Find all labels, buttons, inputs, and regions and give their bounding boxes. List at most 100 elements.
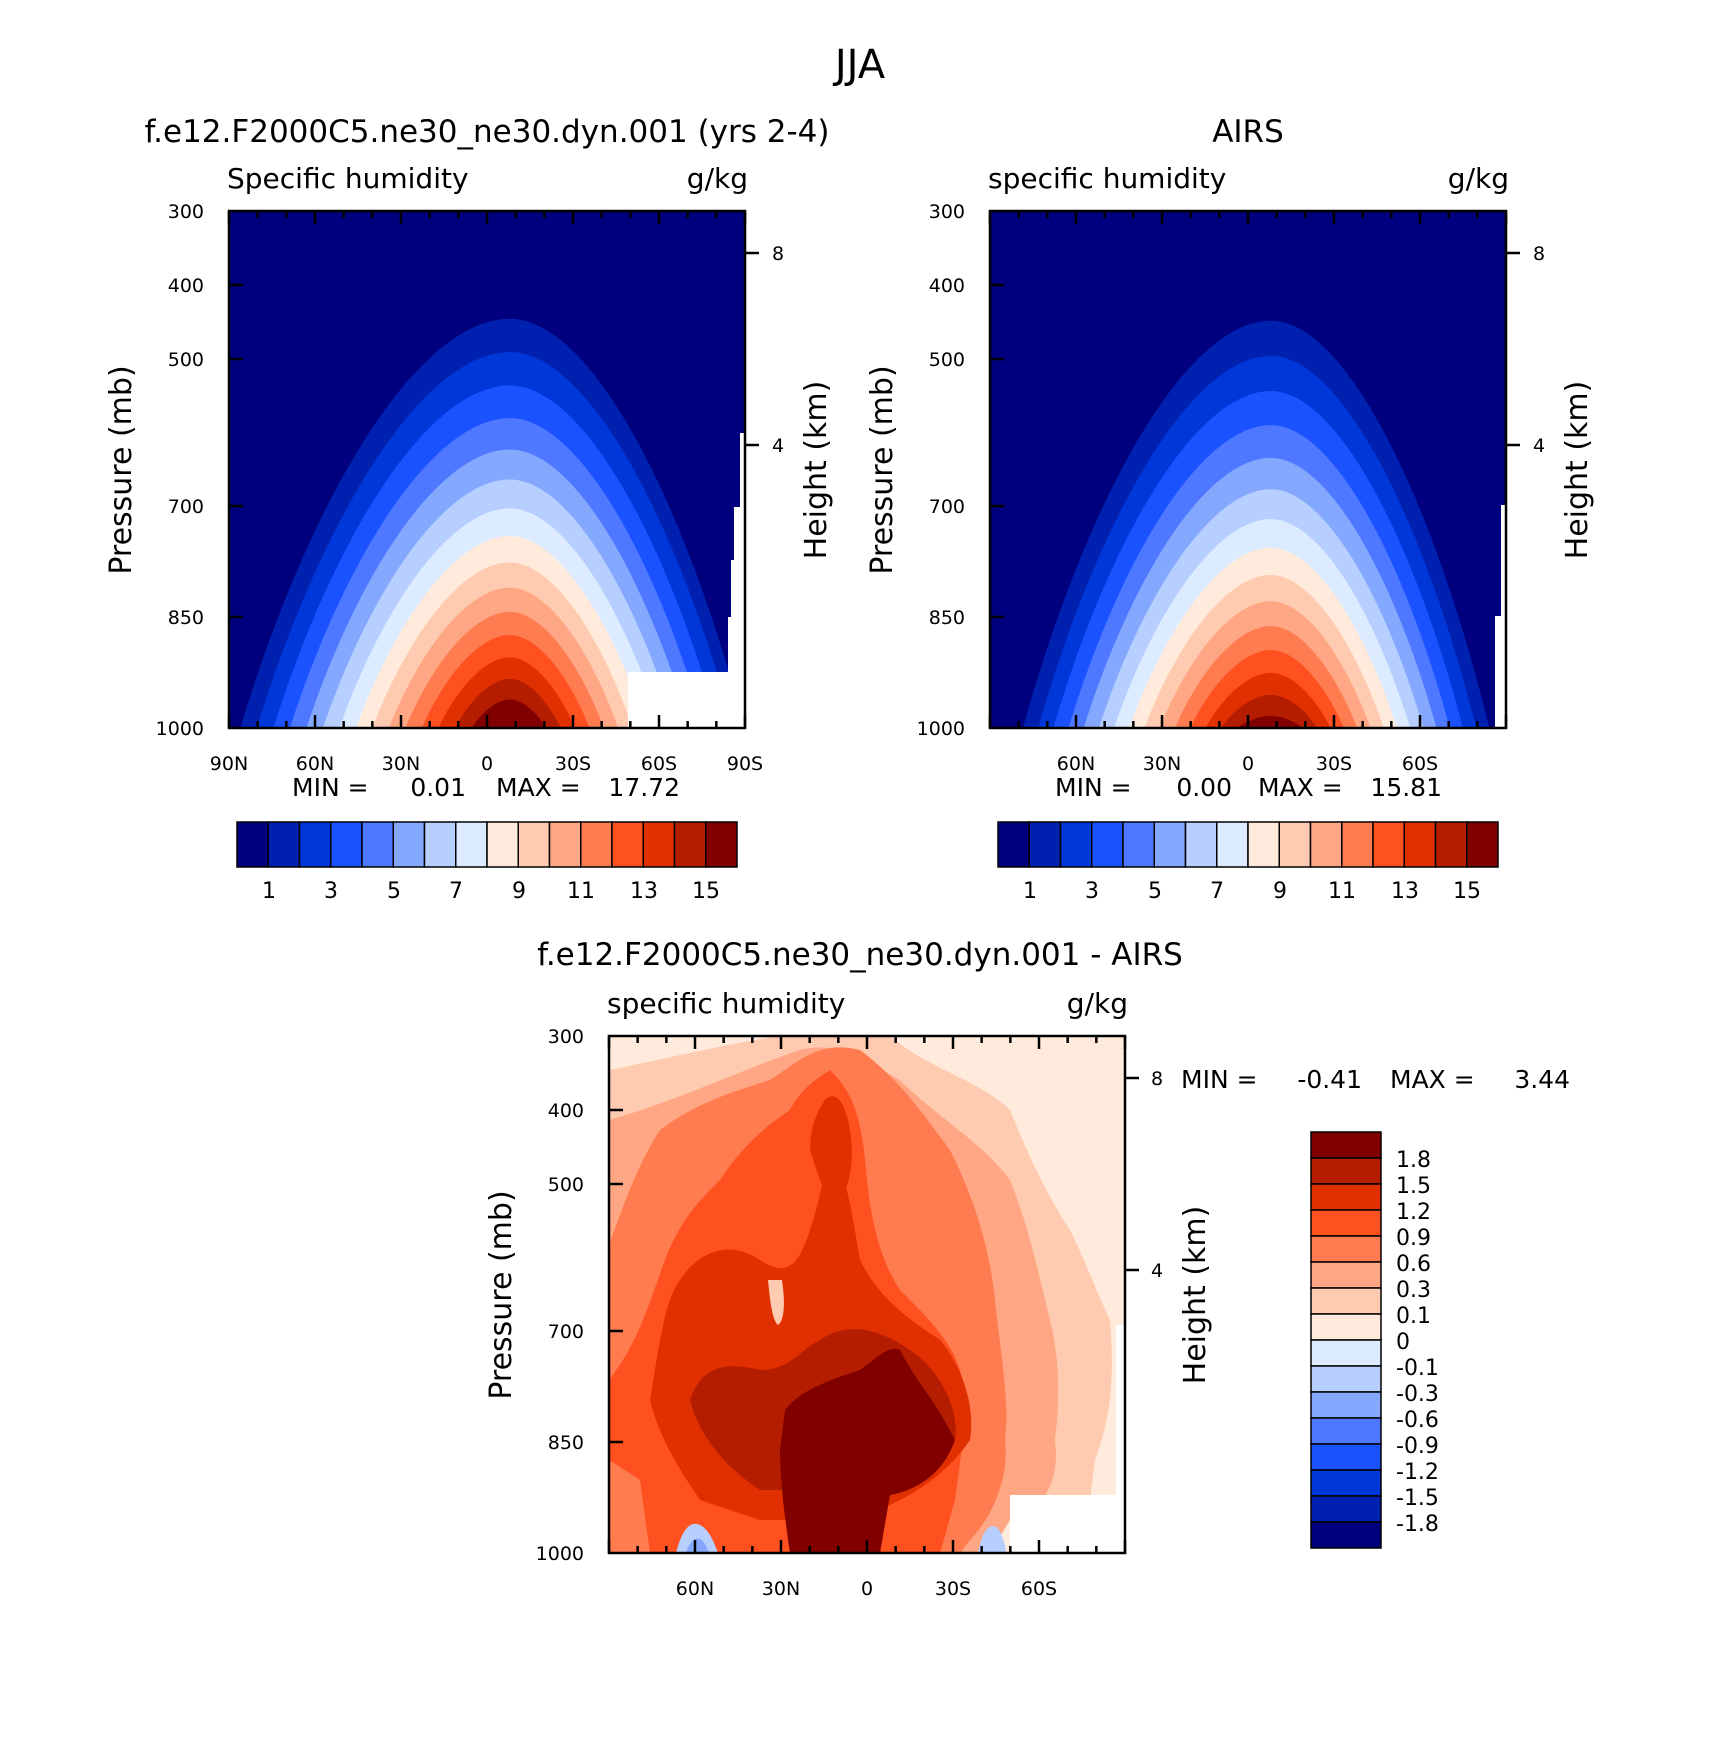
min-max-readout: MIN = -0.41 MAX = 3.44 xyxy=(1181,1065,1570,1094)
y-axis-labels: 300 400 500 700 850 1000 xyxy=(156,201,204,740)
colorbar-swatch xyxy=(1122,821,1155,868)
y-axis-ticks xyxy=(990,283,1004,619)
x-axis-ticks xyxy=(607,1036,1127,1553)
colorbar-swatch xyxy=(1310,1313,1382,1341)
y-tick-label: 700 xyxy=(168,496,204,518)
colorbar-swatch xyxy=(423,821,457,868)
colorbar-swatch xyxy=(1310,1469,1382,1497)
y-tick-label: 1000 xyxy=(536,1543,584,1565)
panel-difference: f.e12.F2000C5.ne30_ne30.dyn.001 - AIRS s… xyxy=(484,937,1570,1600)
y-axis-labels: 300 400 500 700 850 1000 xyxy=(536,1026,584,1565)
y-tick-label: 1000 xyxy=(156,718,204,740)
colorbar-label: 1.5 xyxy=(1396,1174,1431,1199)
x-tick-label: 0 xyxy=(1242,753,1254,775)
colorbar-label: 0.3 xyxy=(1396,1278,1431,1303)
colorbar-label: 13 xyxy=(630,879,658,904)
y-axis-ticks xyxy=(609,1108,623,1444)
figure-title: JJA xyxy=(832,42,886,88)
right-string: g/kg xyxy=(687,162,748,195)
colorbar-label: 0.1 xyxy=(1396,1304,1431,1329)
colorbar-swatch xyxy=(548,821,582,868)
min-value: -0.41 xyxy=(1297,1065,1362,1094)
colorbar-label: 1 xyxy=(1023,879,1037,904)
diff-contour-1.8 xyxy=(780,1348,955,1553)
contour-level-15 xyxy=(1237,715,1303,728)
max-label: MAX = xyxy=(1390,1065,1475,1094)
y-axis-ticks xyxy=(229,283,243,619)
colorbar-swatch xyxy=(330,821,363,868)
colorbar-swatch xyxy=(1372,821,1405,868)
min-value: 0.00 xyxy=(1176,773,1232,802)
y-tick-label: 1000 xyxy=(917,718,965,740)
x-tick-label: 60N xyxy=(676,1578,714,1600)
y2-tick-label: 8 xyxy=(1533,243,1545,265)
colorbar-label: 3 xyxy=(324,879,338,904)
colorbar-swatch xyxy=(1310,1443,1382,1471)
y2-axis-title: Height (km) xyxy=(1560,381,1595,560)
colorbar-label: 9 xyxy=(1273,879,1287,904)
diff-contour-upper-patch xyxy=(810,1096,852,1200)
right-axis xyxy=(1506,251,1520,447)
y2-tick-label: 8 xyxy=(772,243,784,265)
colorbar-label: 11 xyxy=(567,879,595,904)
colorbar-swatch xyxy=(580,821,613,868)
panel-title: f.e12.F2000C5.ne30_ne30.dyn.001 - AIRS xyxy=(537,937,1183,973)
colorbar-label: 1.2 xyxy=(1396,1200,1431,1225)
colorbar-swatch xyxy=(1466,821,1499,868)
x-tick-label: 30N xyxy=(762,1578,800,1600)
colorbar-label: 1 xyxy=(262,879,276,904)
colorbar-swatch xyxy=(997,821,1030,868)
y-axis-title: Pressure (mb) xyxy=(104,365,139,574)
x-axis-labels: 90N 60N 30N 0 30S 60S 90S xyxy=(210,753,763,775)
panel-airs: AIRS specific humidity g/kg 60N 30N 0 30… xyxy=(865,114,1595,904)
colorbar xyxy=(1310,1131,1382,1549)
min-max-readout: MIN = 0.01 MAX = 17.72 xyxy=(292,773,680,802)
colorbar-swatch xyxy=(1310,1391,1382,1419)
colorbar xyxy=(997,821,1499,868)
y-tick-label: 300 xyxy=(929,201,965,223)
y2-tick-label: 4 xyxy=(1533,435,1545,457)
colorbar-label: 0 xyxy=(1396,1330,1410,1355)
colorbar-swatch xyxy=(267,821,301,868)
y-tick-label: 400 xyxy=(168,275,204,297)
x-axis-labels: 60N 30N 0 30S 60S xyxy=(676,1578,1057,1600)
colorbar-label: -0.9 xyxy=(1396,1434,1439,1459)
colorbar-label: 0.9 xyxy=(1396,1226,1431,1251)
colorbar-swatch xyxy=(1310,1209,1382,1237)
y2-axis-title: Height (km) xyxy=(799,381,834,560)
panel-title: AIRS xyxy=(1212,114,1284,150)
colorbar-swatch xyxy=(1341,821,1374,868)
colorbar-label: 0.6 xyxy=(1396,1252,1431,1277)
y2-tick-label: 4 xyxy=(1151,1260,1163,1282)
colorbar-swatch xyxy=(1310,1287,1382,1315)
min-label: MIN = xyxy=(1181,1065,1258,1094)
x-tick-label: 90S xyxy=(727,753,763,775)
colorbar-swatch xyxy=(1434,821,1468,868)
colorbar-swatch xyxy=(1091,821,1124,868)
colorbar-swatch xyxy=(392,821,426,868)
colorbar-swatch xyxy=(1310,1261,1382,1289)
colorbar-label: 3 xyxy=(1085,879,1099,904)
x-tick-label: 30N xyxy=(1143,753,1181,775)
colorbar-swatch xyxy=(1153,821,1187,868)
panel-title: f.e12.F2000C5.ne30_ne30.dyn.001 (yrs 2-4… xyxy=(145,114,830,150)
colorbar-swatch xyxy=(1184,821,1218,868)
max-value: 15.81 xyxy=(1370,773,1442,802)
colorbar-swatch xyxy=(1310,1495,1382,1523)
x-tick-label: 30S xyxy=(555,753,591,775)
colorbar-label: 13 xyxy=(1391,879,1419,904)
y-tick-label: 500 xyxy=(929,349,965,371)
colorbar-swatch xyxy=(1310,1365,1382,1393)
colorbar-labels: 1 3 5 7 9 11 13 15 xyxy=(1023,879,1481,904)
y-tick-label: 700 xyxy=(548,1321,584,1343)
colorbar-swatch xyxy=(1310,1183,1382,1211)
x-tick-label: 60S xyxy=(1402,753,1438,775)
colorbar-label: 15 xyxy=(692,879,720,904)
colorbar-label: 1.8 xyxy=(1396,1148,1431,1173)
colorbar xyxy=(236,821,738,868)
contour-field xyxy=(990,211,1506,728)
y-tick-label: 500 xyxy=(168,349,204,371)
colorbar-swatch xyxy=(1059,821,1093,868)
x-tick-label: 30S xyxy=(935,1578,971,1600)
y-tick-label: 300 xyxy=(168,201,204,223)
